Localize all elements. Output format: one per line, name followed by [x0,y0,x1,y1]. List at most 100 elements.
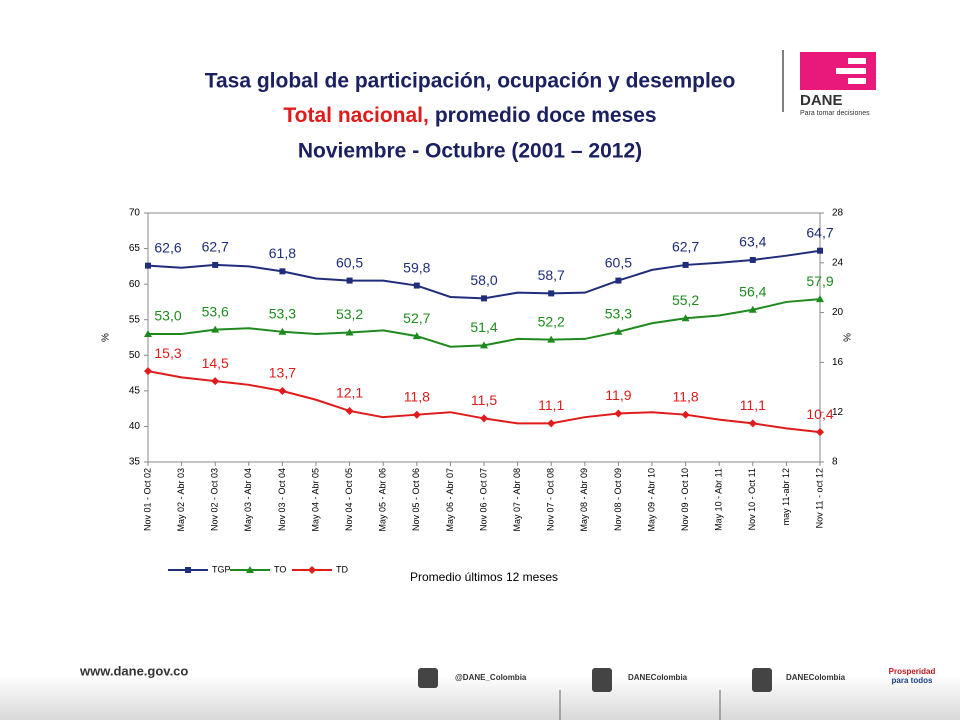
x-tick-label: Nov 08 - Oct 09 [613,468,623,531]
value-label: 11,8 [404,388,430,404]
value-label: 12,1 [336,385,363,401]
marker [816,428,824,437]
value-label: 10,4 [806,406,833,422]
y2-tick-label: 28 [832,208,844,219]
marker [145,262,151,269]
x-tick-label: Nov 11 - oct 12 [814,468,824,528]
marker [749,256,756,263]
marker [817,247,823,254]
value-label: 15,3 [154,345,181,361]
marker [480,414,488,423]
marker [547,419,556,428]
legend-label: TO [274,564,286,574]
marker [681,314,690,322]
chart-period: Noviembre - Octubre (2001 – 2012) [298,140,642,163]
x-tick-label: May 03 - Abr 04 [243,468,253,532]
marker [681,410,690,419]
x-tick-label: Nov 07 - Oct 08 [546,468,556,531]
x-tick-label: Nov 03 - Oct 04 [277,468,287,531]
marker [413,282,420,289]
value-label: 13,7 [269,365,296,381]
marker [144,367,152,376]
badge-line: para todos [892,676,933,685]
footer-url: www.dane.gov.co [79,663,188,678]
x-tick-label: may 11-abr 12 [781,468,791,525]
logo-text: DANE [800,92,843,109]
facebook-icon [592,668,612,692]
legend-label: TD [336,564,348,574]
footer-band [0,675,960,720]
value-label: 53,3 [269,306,296,322]
legend-marker [246,566,254,573]
y2-tick-label: 8 [832,457,838,468]
value-label: 63,4 [739,234,766,250]
logo-e [836,58,866,84]
x-tick-label: May 08 - Abr 09 [579,468,589,532]
value-label: 11,5 [471,392,497,408]
marker [748,419,757,428]
x-axis-label: Promedio últimos 12 meses [410,570,558,584]
marker [615,277,622,284]
chart-subtitle: Total nacional, promedio doce meses [283,104,656,127]
marker [614,327,623,335]
y2-tick-label: 20 [832,307,844,318]
y-tick-label: 45 [129,385,141,396]
value-label: 55,2 [672,292,699,308]
x-tick-label: May 04 - Abr 05 [310,468,320,532]
x-tick-label: Nov 01 - Oct 02 [142,468,152,531]
y-tick-label: 35 [129,457,141,468]
marker [211,377,220,386]
value-label: 62,7 [672,239,699,255]
marker [480,341,488,349]
value-label: 11,1 [538,397,564,413]
value-label: 52,2 [538,313,565,329]
marker [278,327,287,335]
subtitle-highlight: Total nacional, [283,104,428,127]
marker [346,277,353,284]
value-label: 62,6 [154,239,181,255]
x-tick-label: Nov 02 - Oct 03 [210,468,220,531]
y2-tick-label: 16 [832,357,844,368]
marker [614,409,623,418]
value-label: 62,7 [202,239,229,255]
marker [816,295,824,303]
value-label: 64,7 [806,224,833,240]
legend-marker [308,566,316,574]
value-label: 57,9 [806,273,833,289]
x-tick-label: Nov 10 - Oct 11 [747,468,757,530]
x-tick-label: Nov 04 - Oct 05 [344,468,354,531]
marker [144,329,152,337]
y-tick-label: 50 [129,350,141,361]
marker [548,290,555,297]
x-tick-label: May 02 - Abr 03 [176,468,186,532]
youtube-icon [752,668,772,692]
value-label: 60,5 [605,254,632,270]
value-label: 11,8 [672,388,698,404]
marker [212,261,219,268]
chart-title: Tasa global de participación, ocupación … [205,70,736,93]
marker [345,406,354,415]
logo: DANE Para tomar decisiones [800,52,876,117]
plot-frame [147,212,821,463]
subtitle: promedio doce meses [435,104,657,127]
y-axis-label: % [101,333,112,342]
value-label: 58,7 [538,267,565,283]
marker [345,328,354,336]
x-tick-label: May 06 - Abr 07 [445,468,455,532]
value-label: 60,5 [336,254,363,270]
footer-facebook: DANEColombia [628,673,688,682]
y2-tick-label: 12 [832,407,844,418]
x-tick-label: May 07 - Abr 08 [512,468,522,532]
value-label: 53,6 [202,303,229,319]
marker [278,387,287,396]
x-tick-label: Nov 09 - Oct 10 [680,468,690,531]
chart: 35 40 45 50 55 60 65 70 8 12 16 20 24 28 Nov 01 - Oct … [101,208,852,585]
badge-line: Prosperidad [889,667,936,676]
value-label: 61,8 [269,245,296,261]
x-tick-label: Nov 06 - Oct 07 [478,468,488,531]
value-label: 59,8 [403,259,430,275]
marker [748,305,757,313]
x-tick-label: Nov 05 - Oct 06 [411,468,421,531]
value-label: 11,9 [605,387,631,403]
value-label: 52,7 [403,310,430,326]
